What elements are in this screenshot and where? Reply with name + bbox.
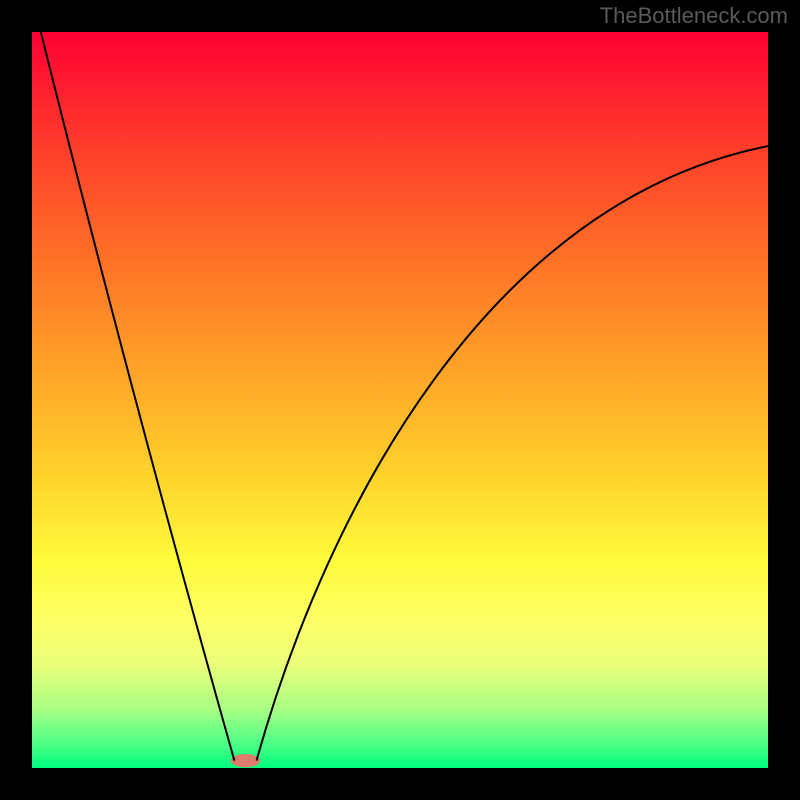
valley-marker (231, 754, 260, 767)
watermark-text: TheBottleneck.com (600, 3, 788, 29)
chart-background-gradient (32, 32, 768, 768)
bottleneck-chart (0, 0, 800, 800)
